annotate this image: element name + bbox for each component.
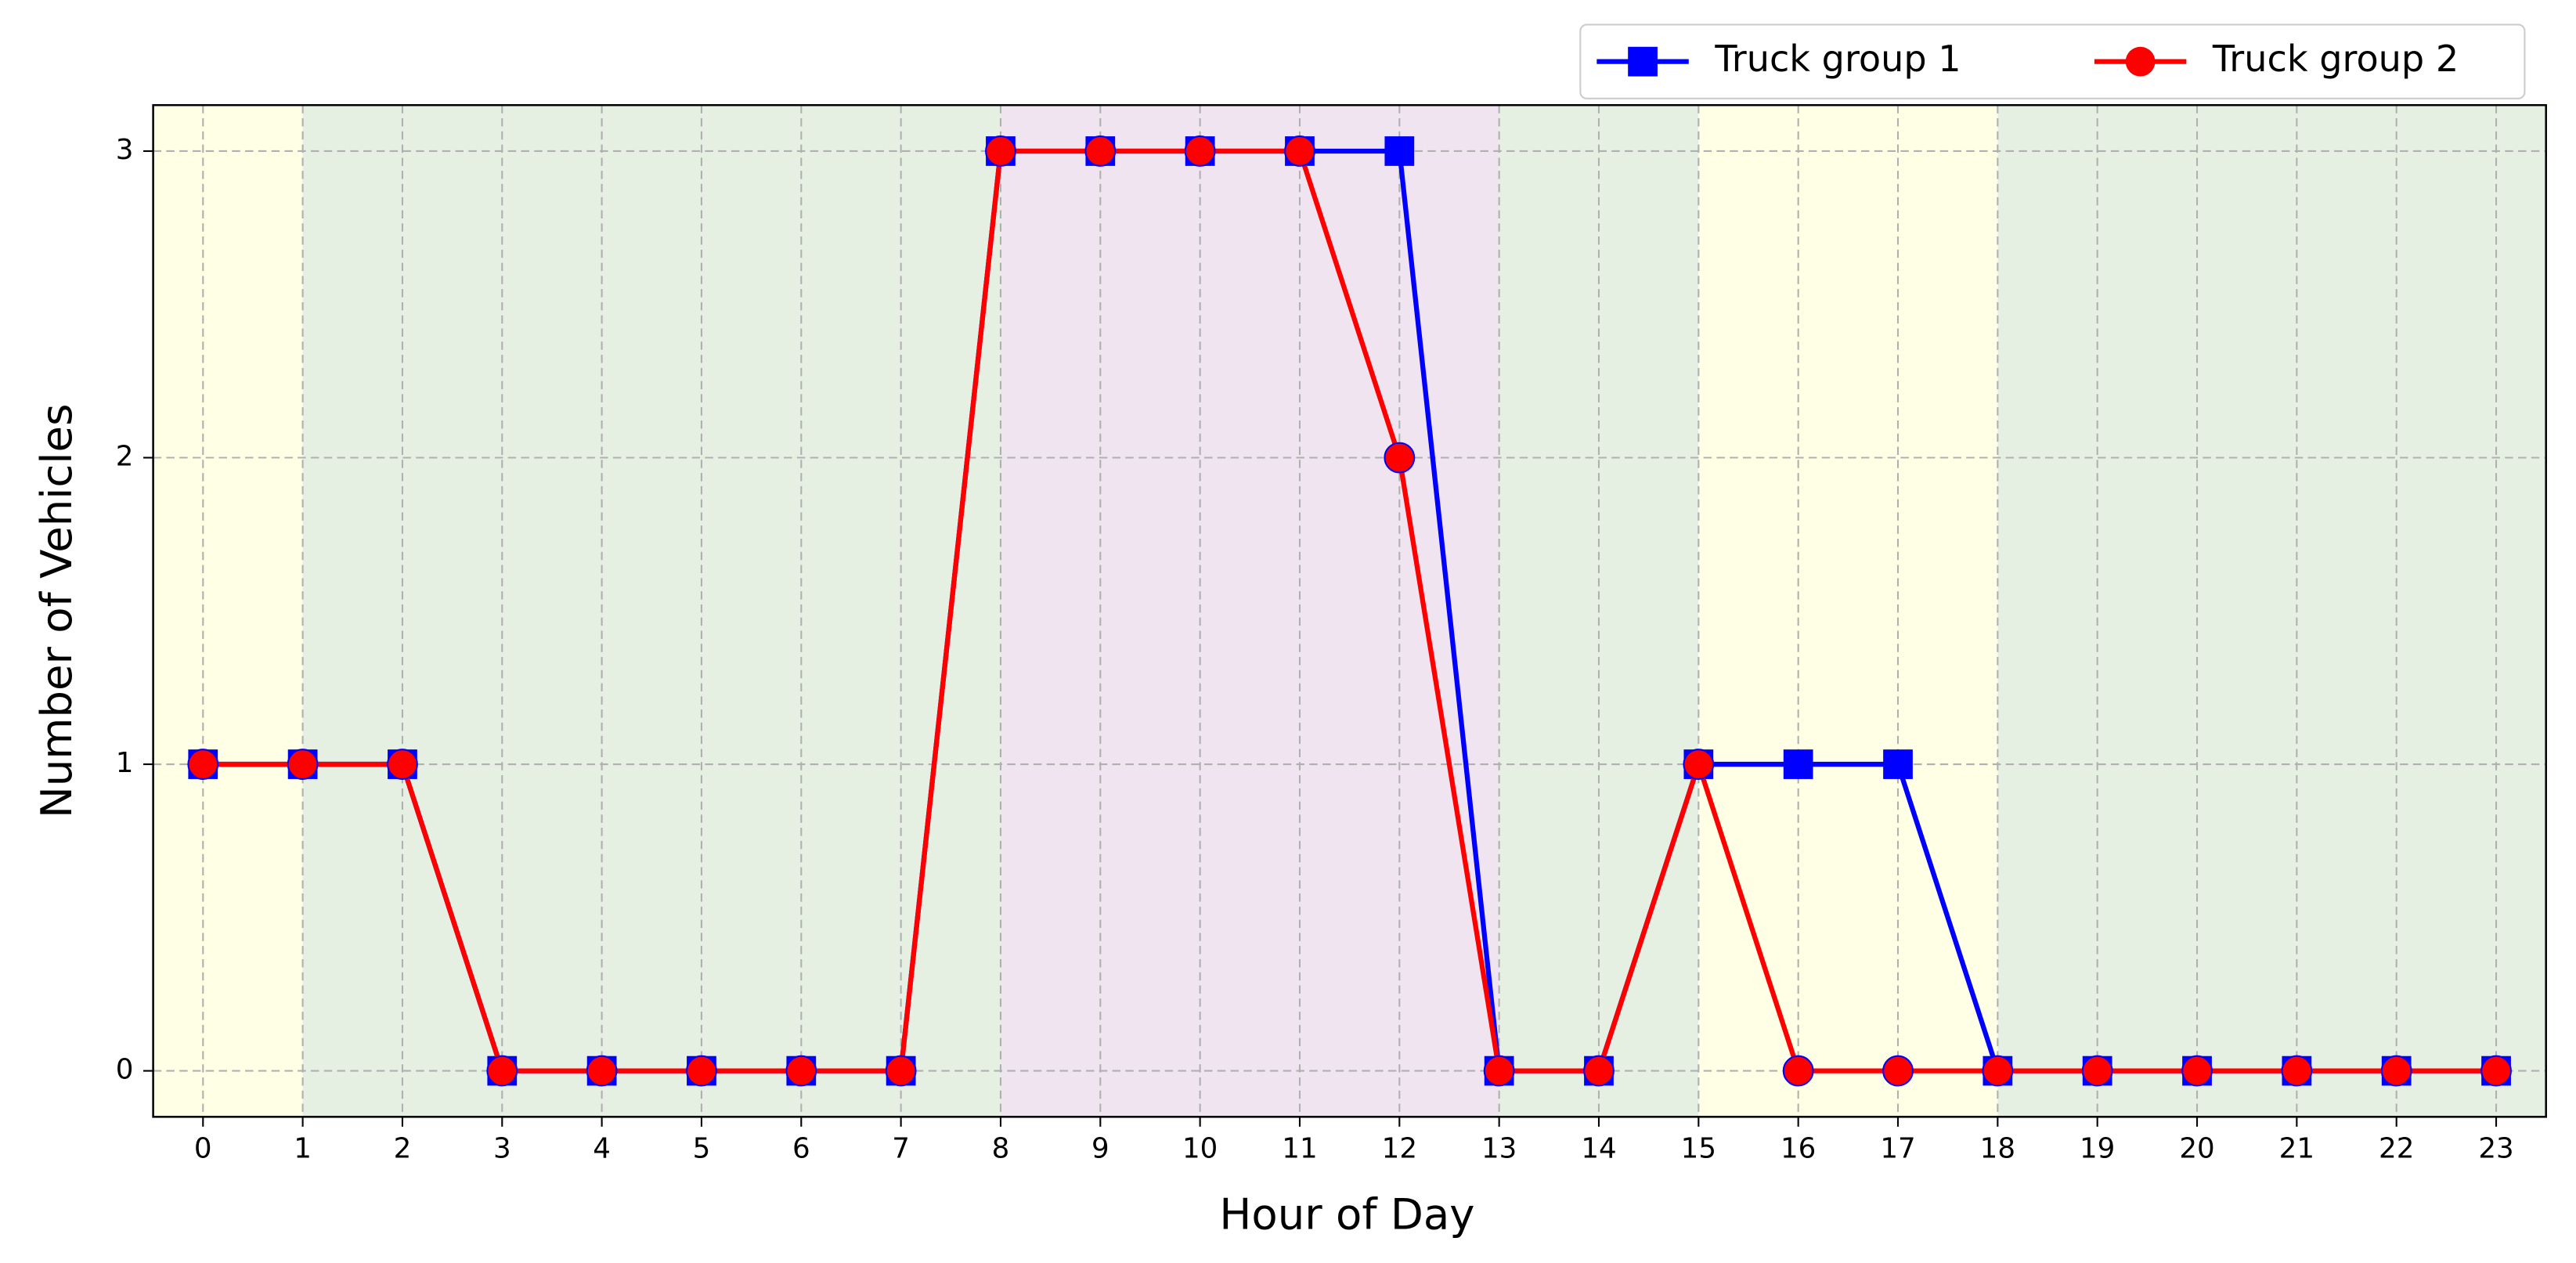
- marker: [1184, 135, 1216, 167]
- y-axis-label: Number of Vehicles: [31, 403, 81, 818]
- x-tick-label: 20: [2179, 1132, 2214, 1164]
- marker: [1982, 1055, 2014, 1087]
- marker: [1882, 1055, 1914, 1087]
- x-tick-label: 0: [194, 1132, 212, 1164]
- marker: [187, 749, 219, 780]
- x-tick-label: 19: [2080, 1132, 2115, 1164]
- marker: [387, 749, 418, 780]
- shaded-region: [1000, 105, 1499, 1117]
- x-tick-label: 12: [1382, 1132, 1417, 1164]
- x-tick-label: 4: [593, 1132, 611, 1164]
- legend-frame: [1579, 23, 2526, 99]
- shaded-region: [1997, 105, 2546, 1117]
- y-tick-label: 0: [116, 1054, 134, 1086]
- marker: [2480, 1055, 2512, 1087]
- x-axis-label: Hour of Day: [1219, 1189, 1474, 1239]
- shaded-region: [153, 105, 303, 1117]
- marker: [2181, 1055, 2213, 1087]
- marker: [2281, 1055, 2313, 1087]
- y-tick-label: 1: [116, 747, 134, 779]
- x-tick-label: 7: [892, 1132, 910, 1164]
- x-tick-label: 21: [2279, 1132, 2314, 1164]
- shaded-region: [302, 105, 1001, 1117]
- marker: [1883, 749, 1913, 779]
- marker: [2380, 1055, 2412, 1087]
- marker: [885, 1055, 917, 1087]
- marker: [1583, 1055, 1615, 1087]
- marker: [486, 1055, 518, 1087]
- x-tick-label: 23: [2478, 1132, 2513, 1164]
- legend-label: Truck group 1: [1714, 38, 1961, 80]
- x-tick-label: 15: [1681, 1132, 1716, 1164]
- plot-frame: [152, 103, 2547, 1118]
- marker: [686, 1055, 717, 1087]
- x-tick-label: 8: [992, 1132, 1010, 1164]
- x-tick-label: 2: [394, 1132, 412, 1164]
- marker: [2125, 46, 2156, 77]
- marker: [985, 135, 1016, 167]
- marker: [586, 1055, 618, 1087]
- x-tick-label: 14: [1581, 1132, 1616, 1164]
- marker: [1084, 135, 1117, 167]
- marker: [1384, 442, 1416, 474]
- x-tick-label: 10: [1182, 1132, 1218, 1164]
- x-tick-label: 16: [1780, 1132, 1816, 1164]
- marker: [1683, 749, 1715, 780]
- marker: [1782, 1055, 1814, 1087]
- shaded-region: [1698, 105, 1998, 1117]
- marker: [1284, 135, 1315, 167]
- x-tick-label: 9: [1091, 1132, 1109, 1164]
- y-tick-label: 2: [116, 441, 134, 473]
- legend-label: Truck group 2: [2212, 38, 2459, 80]
- x-tick-label: 11: [1282, 1132, 1317, 1164]
- x-tick-label: 6: [792, 1132, 810, 1164]
- x-tick-label: 1: [294, 1132, 312, 1164]
- x-tick-label: 3: [493, 1132, 511, 1164]
- x-tick-label: 17: [1880, 1132, 1915, 1164]
- legend: Truck group 1 Truck group 2: [1579, 23, 2526, 99]
- y-tick-label: 3: [116, 134, 134, 166]
- x-tick-label: 22: [2379, 1132, 2414, 1164]
- series-line: [203, 148, 2497, 1074]
- x-tick-label: 13: [1481, 1132, 1517, 1164]
- marker: [2081, 1055, 2113, 1087]
- x-tick-label: 5: [693, 1132, 711, 1164]
- marker: [1783, 749, 1813, 779]
- marker: [287, 749, 319, 780]
- marker: [1628, 46, 1658, 77]
- marker: [785, 1055, 817, 1087]
- x-tick-label: 18: [1980, 1132, 2015, 1164]
- marker: [1384, 136, 1415, 166]
- marker: [1483, 1055, 1515, 1087]
